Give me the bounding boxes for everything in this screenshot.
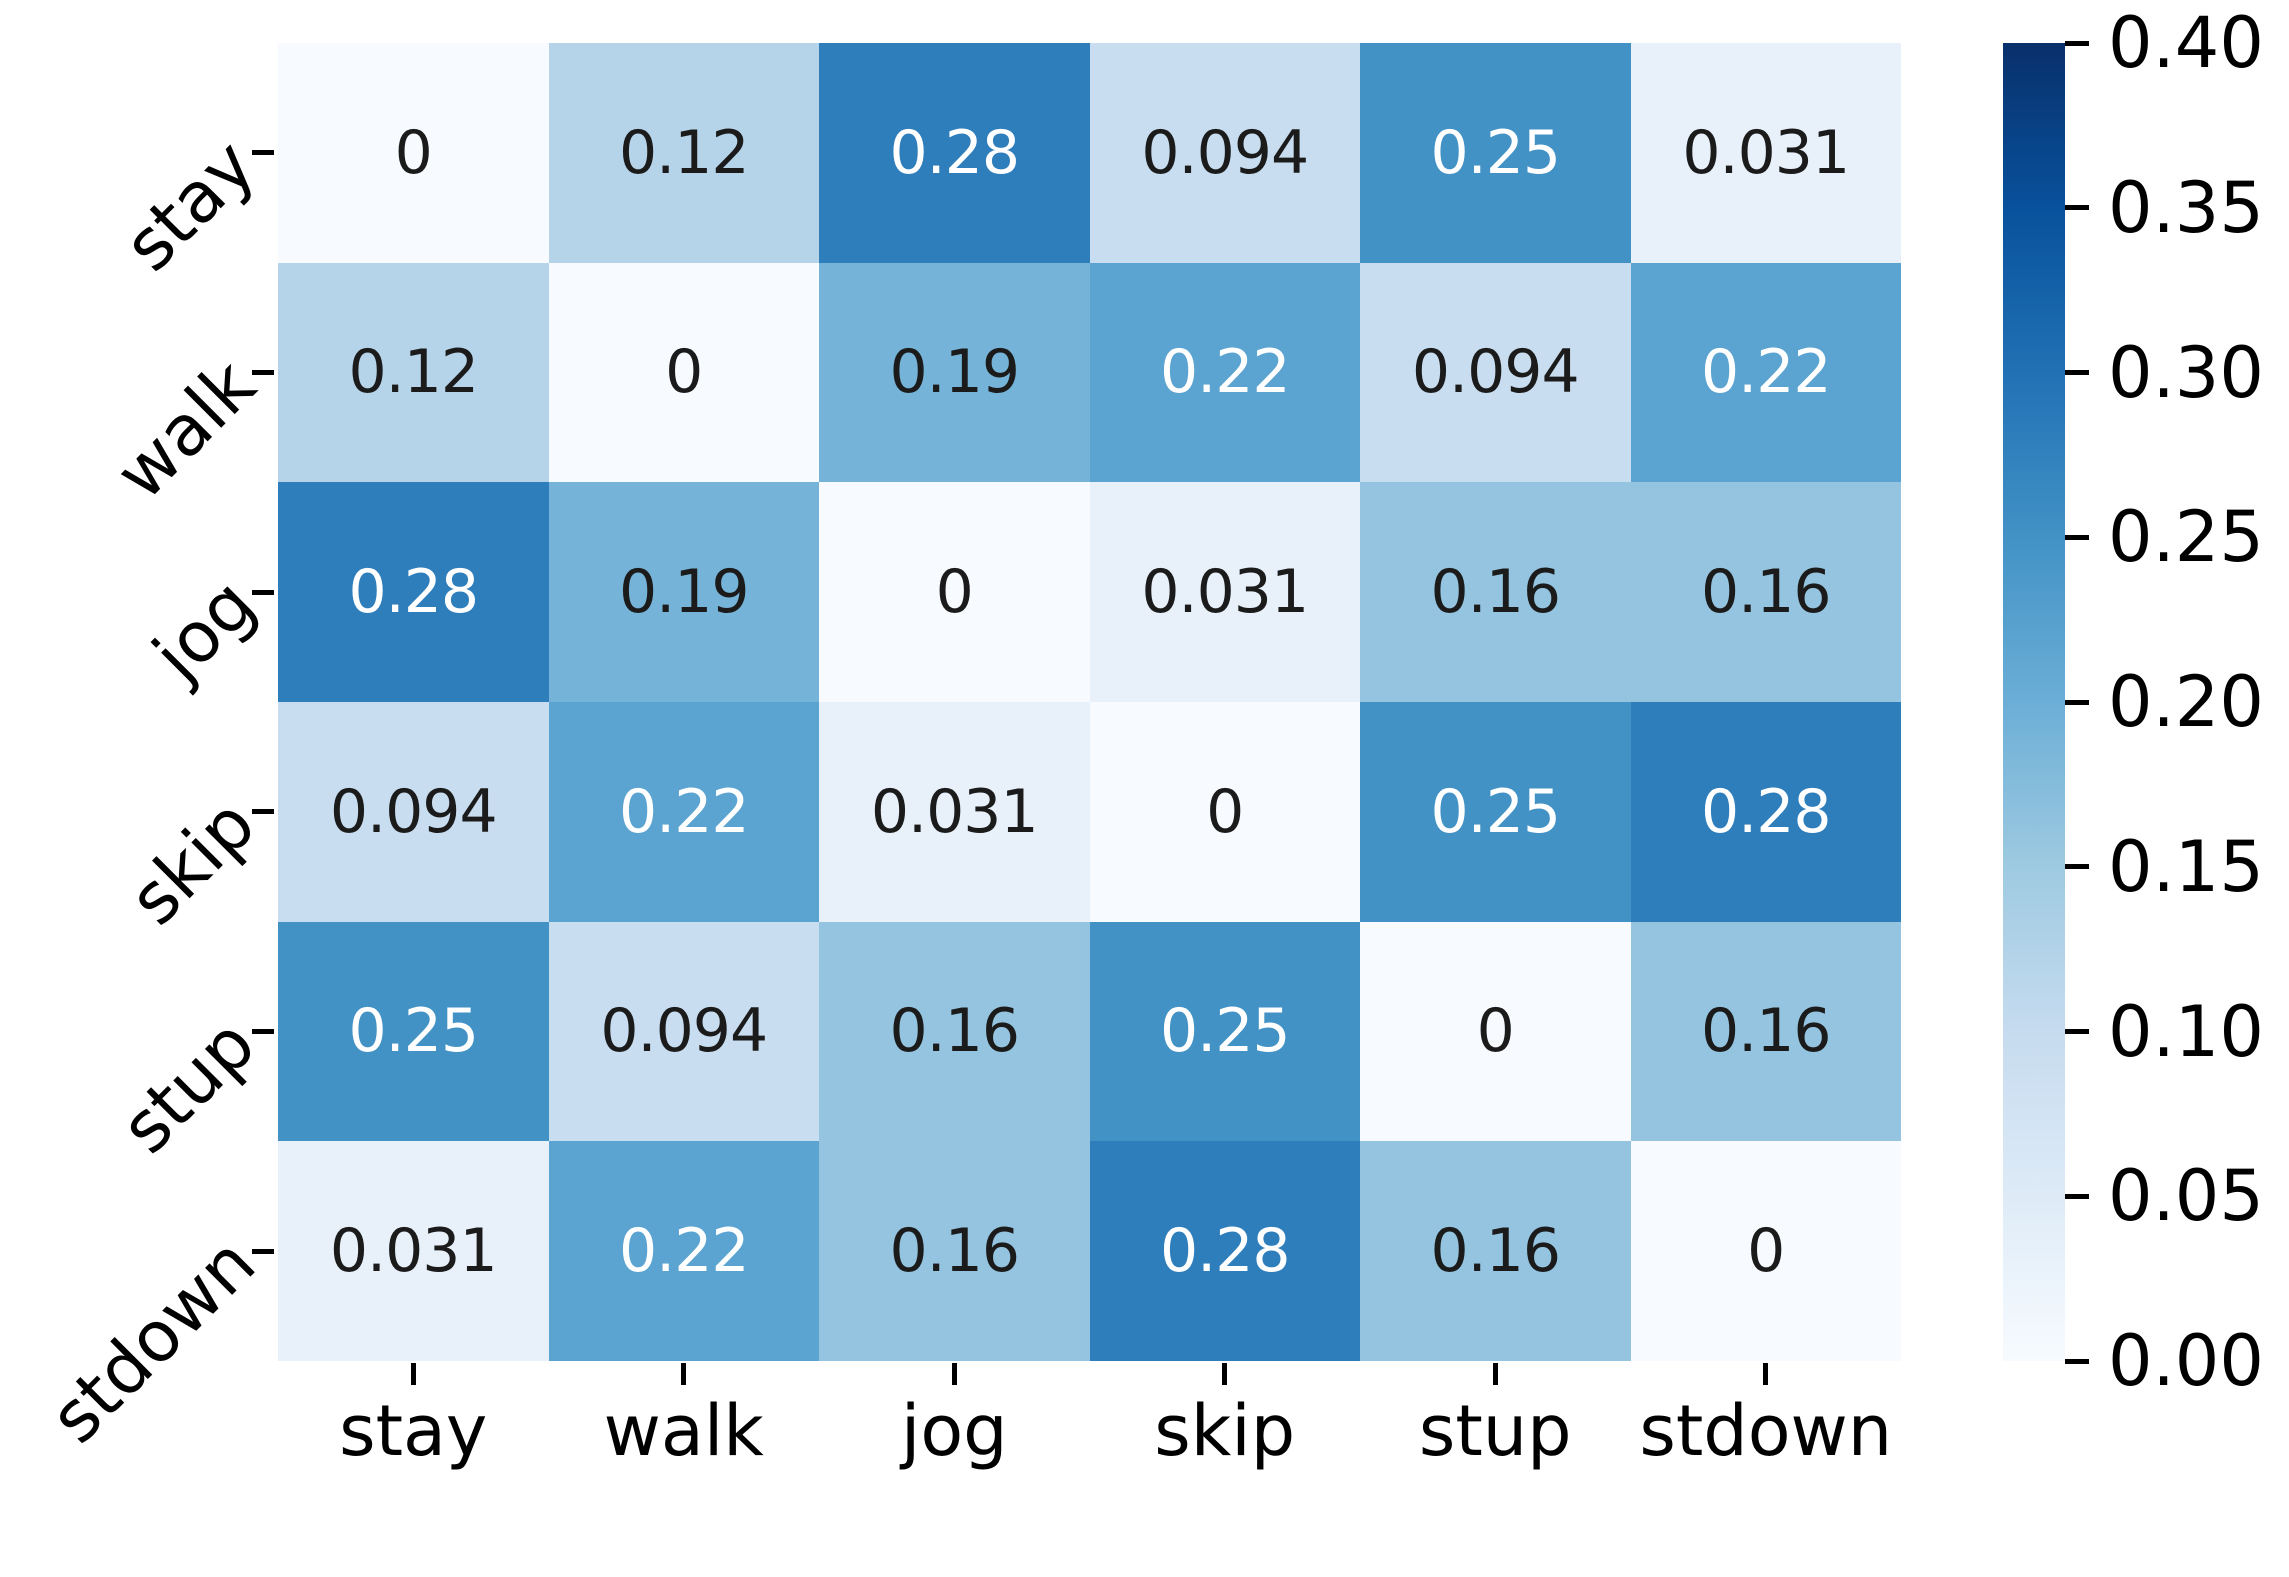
colorbar-tick-label: 0.40	[2108, 2, 2264, 84]
colorbar-tick-mark	[2065, 699, 2089, 705]
colorbar-tick-label: 0.35	[2108, 166, 2264, 249]
heatmap-figure: 0 0.12 0.28 0.094 0.25 0.031 0.12 0 0.19 0.22 0.09…	[34, 2, 2264, 1472]
y-tick-mark	[252, 809, 274, 815]
colorbar-tick-mark	[2065, 534, 2089, 540]
colorbar-tick-mark	[2065, 205, 2089, 211]
x-axis-tick-label: walk	[603, 1390, 764, 1472]
heatmap-cell: 0.16	[1630, 482, 1901, 702]
colorbar-tick-label: 0.10	[2108, 990, 2264, 1073]
colorbar-gradient	[2003, 43, 2065, 1361]
x-tick-mark	[1763, 1363, 1769, 1385]
x-axis-tick-label: jog	[900, 1390, 1008, 1472]
colorbar-tick-mark	[2065, 864, 2089, 870]
heatmap-cell: 0.031	[1630, 43, 1901, 263]
heatmap-cell: 0.28	[1630, 702, 1901, 922]
heatmap-cell: 0.16	[1360, 1141, 1631, 1361]
x-axis-tick-label: stdown	[1639, 1390, 1893, 1472]
heatmap-grid: 0 0.12 0.28 0.094 0.25 0.031 0.12 0 0.19 0.22 0.09…	[278, 43, 1901, 1361]
heatmap-cell: 0.12	[548, 43, 819, 263]
heatmap-cell: 0.094	[548, 921, 819, 1142]
heatmap-cell: 0	[819, 482, 1090, 702]
heatmap-cell: 0.28	[1089, 1141, 1360, 1361]
x-tick-mark	[681, 1363, 687, 1385]
colorbar-tick-label: 0.15	[2108, 825, 2264, 908]
heatmap-cell: 0.28	[819, 43, 1090, 263]
colorbar-tick-mark	[2065, 370, 2089, 375]
heatmap-cell: 0.031	[278, 1141, 549, 1361]
heatmap-cell: 0.22	[1630, 262, 1901, 483]
colorbar-tick-label: 0.00	[2108, 1320, 2264, 1402]
heatmap-cell: 0.094	[278, 702, 549, 922]
heatmap-cell: 0.16	[1360, 482, 1631, 702]
heatmap-cell: 0	[548, 262, 819, 483]
heatmap-cell: 0	[1630, 1141, 1901, 1361]
colorbar-tick-mark	[2065, 1029, 2089, 1034]
heatmap-cell: 0	[1360, 921, 1631, 1142]
x-axis-tick-label: stup	[1418, 1390, 1572, 1472]
heatmap-cell: 0.094	[1089, 43, 1360, 263]
y-tick-mark	[252, 370, 274, 375]
colorbar-tick-mark	[2065, 1193, 2089, 1199]
colorbar-tick-mark	[2065, 40, 2089, 46]
colorbar-tick-label: 0.25	[2108, 496, 2264, 579]
colorbar	[2003, 43, 2065, 1361]
colorbar-tick-label: 0.30	[2108, 331, 2264, 414]
heatmap-cell: 0.16	[1630, 921, 1901, 1142]
colorbar-tick-mark	[2065, 1358, 2089, 1364]
heatmap-cell: 0.25	[1360, 43, 1631, 263]
heatmap-cell: 0.22	[548, 702, 819, 922]
y-tick-mark	[252, 150, 274, 156]
heatmap-cell: 0.25	[278, 921, 549, 1142]
heatmap-cell: 0.22	[1089, 262, 1360, 483]
heatmap-cell: 0.19	[819, 262, 1090, 483]
colorbar-tick-label: 0.20	[2108, 661, 2264, 743]
heatmap-cell: 0.19	[548, 482, 819, 702]
colorbar-tick-label: 0.05	[2108, 1155, 2264, 1238]
heatmap-cell: 0	[1089, 702, 1360, 922]
x-tick-mark	[1222, 1363, 1228, 1385]
heatmap-cell: 0.16	[819, 921, 1090, 1142]
x-tick-mark	[1492, 1363, 1498, 1385]
heatmap-cell: 0.16	[819, 1141, 1090, 1361]
heatmap-cell: 0.031	[1089, 482, 1360, 702]
heatmap-cell: 0.25	[1089, 921, 1360, 1142]
y-tick-mark	[252, 589, 274, 595]
y-tick-mark	[252, 1029, 274, 1034]
heatmap-cell: 0.22	[548, 1141, 819, 1361]
heatmap-cell: 0.12	[278, 262, 549, 483]
x-axis-tick-label: skip	[1154, 1390, 1296, 1472]
x-axis-tick-label: stay	[339, 1390, 488, 1472]
heatmap-cell: 0	[278, 43, 549, 263]
x-tick-mark	[410, 1363, 416, 1385]
heatmap-cell: 0.25	[1360, 702, 1631, 922]
heatmap-cell: 0.28	[278, 482, 549, 702]
heatmap-cell: 0.031	[819, 702, 1090, 922]
heatmap-cell: 0.094	[1360, 262, 1631, 483]
x-tick-mark	[951, 1363, 957, 1385]
y-tick-mark	[252, 1248, 274, 1254]
